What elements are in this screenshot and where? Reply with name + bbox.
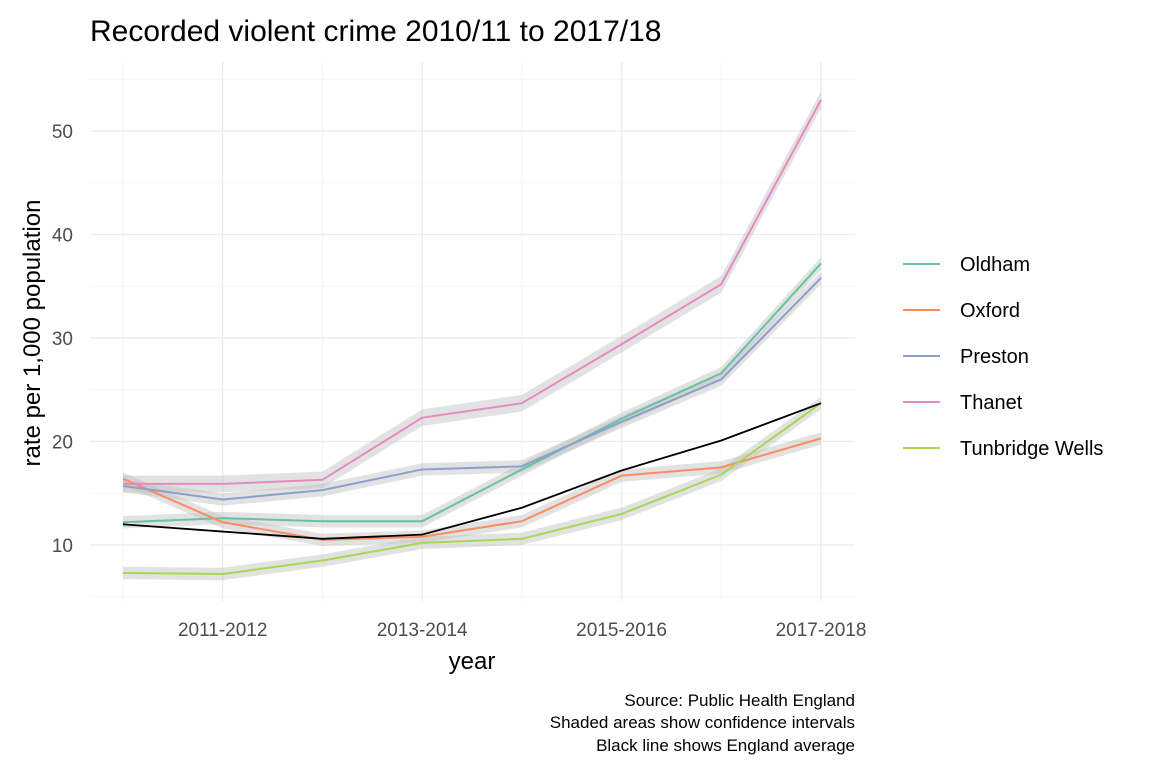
legend-label: Oxford: [960, 300, 1020, 322]
confidence-bands: [123, 91, 821, 581]
y-tick-label: 30: [52, 329, 73, 350]
ci-band-oxford: [123, 432, 821, 547]
series-line-oxford: [122, 437, 822, 541]
chart-title: Recorded violent crime 2010/11 to 2017/1…: [90, 15, 661, 48]
y-tick-label: 40: [52, 226, 73, 247]
caption-source: Source: Public Health England: [624, 691, 855, 710]
series-line-thanet: [123, 99, 822, 485]
legend-label: Tunbridge Wells: [960, 438, 1103, 460]
ci-band-tunbridge-wells: [123, 396, 821, 581]
legend-label: Preston: [960, 346, 1029, 368]
x-tick-label: 2013-2014: [377, 620, 468, 641]
y-axis-title: rate per 1,000 population: [19, 200, 46, 467]
series-line-preston: [122, 277, 822, 501]
x-tick-label: 2011-2012: [178, 620, 267, 641]
caption-average: Black line shows England average: [596, 736, 855, 755]
series-line-tunbridge-wells: [122, 402, 822, 575]
legend: Oldham Oxford Preston Thanet Tunbridge Wells: [903, 254, 1103, 460]
legend-label: Oldham: [960, 254, 1030, 276]
x-tick-label: 2015-2016: [576, 620, 667, 641]
legend-label: Thanet: [960, 392, 1023, 414]
legend-item-tunbridge-wells: Tunbridge Wells: [903, 438, 1103, 460]
ci-band-thanet: [123, 91, 821, 493]
england-average-line: [122, 402, 822, 540]
axis-ticks: 10 20 30 40 50 2011-2012 2013-2014 2015-2016 201…: [52, 122, 867, 641]
y-tick-label: 10: [52, 536, 73, 557]
legend-item-preston: Preston: [903, 346, 1029, 368]
y-tick-label: 50: [52, 122, 73, 143]
legend-item-thanet: Thanet: [903, 392, 1023, 414]
caption-confidence: Shaded areas show confidence intervals: [550, 713, 855, 732]
y-tick-label: 20: [52, 433, 73, 454]
series-line-oldham: [122, 262, 822, 524]
x-axis-title: year: [449, 648, 496, 675]
ci-band-oldham: [123, 257, 821, 529]
x-tick-label: 2017-2018: [776, 620, 867, 641]
plot-grid: [90, 62, 855, 601]
legend-item-oxford: Oxford: [903, 300, 1020, 322]
legend-item-oldham: Oldham: [903, 254, 1030, 276]
series-lines: [122, 99, 822, 575]
